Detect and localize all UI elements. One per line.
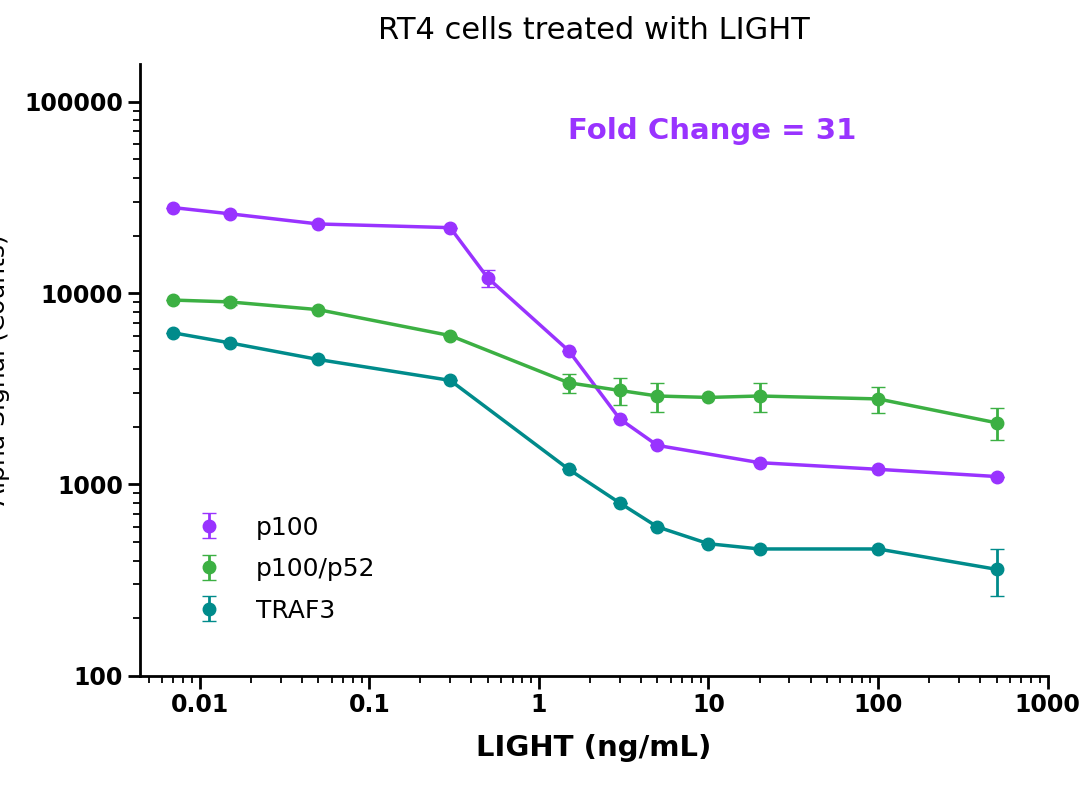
Title: RT4 cells treated with LIGHT: RT4 cells treated with LIGHT [378, 16, 810, 45]
Text: Fold Change = 31: Fold Change = 31 [568, 117, 856, 145]
Y-axis label: Alpha Signal (Counts): Alpha Signal (Counts) [0, 235, 11, 505]
Legend: p100, p100/p52, TRAF3: p100, p100/p52, TRAF3 [171, 506, 386, 633]
X-axis label: LIGHT (ng/mL): LIGHT (ng/mL) [476, 734, 712, 762]
